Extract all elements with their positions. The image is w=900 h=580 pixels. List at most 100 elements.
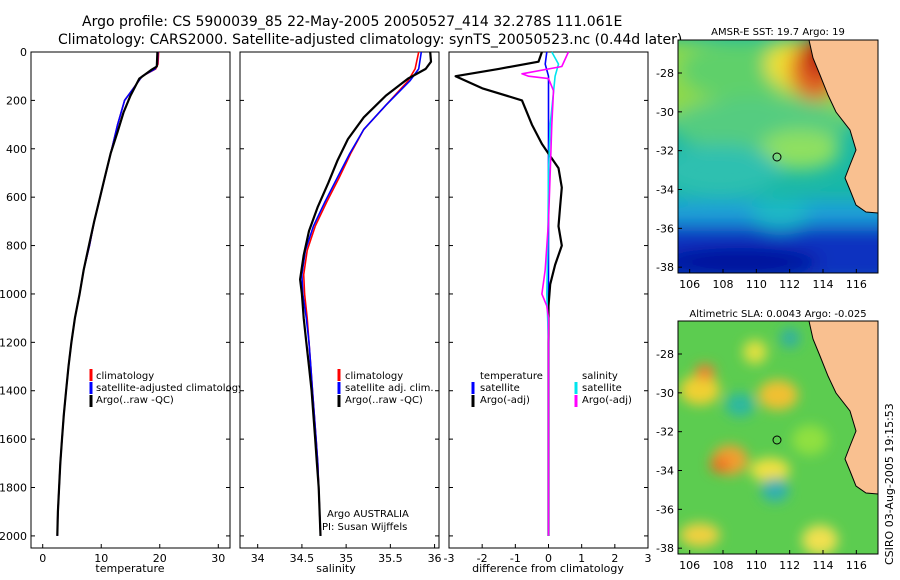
- x-tick-label: 0: [39, 552, 46, 565]
- x-tick-label: 35: [339, 552, 353, 565]
- series-line: [521, 51, 570, 536]
- series-line: [454, 51, 563, 536]
- map-y-tick-label: -36: [656, 503, 674, 516]
- sst-map-panel: AMSR-E SST: 19.7 Argo: 19 106 108 110 112: [656, 27, 879, 291]
- map-x-tick-label: 106: [679, 278, 700, 291]
- sla-map-x-ticks: 106 108 110 112 114 116: [679, 550, 867, 572]
- temperature-axes-box: [30, 51, 231, 549]
- legend-label-satellite: satellite adj. clim.: [345, 383, 434, 394]
- x-tick-label: 1: [578, 552, 585, 565]
- map-x-tick-label: 112: [779, 559, 800, 572]
- legend-label-sal-satellite: satellite: [582, 383, 622, 394]
- map-y-tick-label: -28: [656, 348, 674, 361]
- map-x-tick-label: 116: [846, 278, 867, 291]
- x-tick-label: 34.5: [290, 552, 315, 565]
- y-tick-label: 400: [6, 143, 27, 156]
- x-tick-label: 2: [611, 552, 618, 565]
- map-x-tick-label: 108: [713, 559, 734, 572]
- temperature-panel: 0 10 20 30 0 200 400 600 800 1000 1200 1400 1600 180…: [0, 46, 244, 575]
- salinity-axes-box: [239, 51, 440, 549]
- sst-map-image: [678, 40, 878, 273]
- map-x-tick-label: 112: [779, 278, 800, 291]
- temperature-x-ticks: 0 10 20 30: [31, 51, 230, 565]
- salinity-x-ticks: 34 34.5 35 35.5 36: [240, 51, 442, 565]
- map-y-tick-label: -38: [656, 542, 674, 555]
- difference-x-label: difference from climatology: [472, 562, 624, 575]
- map-y-tick-label: -34: [656, 184, 674, 197]
- map-x-tick-label: 106: [679, 559, 700, 572]
- sst-map-land: [808, 40, 878, 214]
- sst-map-frame: [677, 39, 879, 274]
- map-y-tick-label: -36: [656, 222, 674, 235]
- y-tick-label: 1400: [0, 385, 27, 398]
- y-tick-label: 1600: [0, 433, 27, 446]
- legend-label-argo: Argo(..raw -QC): [345, 395, 423, 406]
- map-y-tick-label: -34: [656, 465, 674, 478]
- map-x-tick-label: 114: [813, 559, 834, 572]
- sst-map-title: AMSR-E SST: 19.7 Argo: 19: [711, 27, 845, 38]
- y-tick-label: 1800: [0, 482, 27, 495]
- salinity-legend: climatology satellite adj. clim. Argo(..…: [337, 369, 434, 407]
- difference-x-ticks: -3 -2 -1 0 1 2 3: [444, 51, 652, 565]
- x-tick-label: 20: [153, 552, 167, 565]
- salinity-lines: [299, 51, 433, 536]
- map-x-tick-label: 110: [746, 559, 767, 572]
- sla-map-image: [678, 321, 878, 554]
- salinity-x-label: salinity: [316, 562, 356, 575]
- y-tick-label: 800: [6, 240, 27, 253]
- x-tick-label: -3: [444, 552, 455, 565]
- map-y-tick-label: -28: [656, 67, 674, 80]
- map-y-tick-label: -32: [656, 145, 674, 158]
- sla-map-panel: Altimetric SLA: 0.0043 Argo: -0.025: [656, 309, 879, 572]
- credit-line1: Argo AUSTRALIA: [327, 509, 409, 520]
- map-y-tick-label: -32: [656, 426, 674, 439]
- map-x-tick-label: 114: [813, 278, 834, 291]
- x-tick-label: -2: [477, 552, 488, 565]
- legend-header-salinity: salinity: [582, 371, 618, 382]
- map-x-tick-label: 116: [846, 559, 867, 572]
- sla-map-y-ticks: -28 -30 -32 -34 -36 -38: [656, 348, 682, 555]
- figure-title-line1: Argo profile: CS 5900039_85 22-May-2005 …: [82, 14, 622, 30]
- series-line: [299, 51, 433, 536]
- sla-map-land: [808, 321, 878, 495]
- legend-header-temperature: temperature: [480, 371, 543, 382]
- map-x-tick-label: 108: [713, 278, 734, 291]
- difference-panel: -3 -2 -1 0 1 2 3 difference from climatology t…: [444, 51, 652, 575]
- legend-label-climatology: climatology: [345, 371, 403, 382]
- x-tick-label: 36: [428, 552, 442, 565]
- x-tick-label: 10: [94, 552, 108, 565]
- legend-label-satellite: satellite-adjusted climatology: [96, 383, 244, 394]
- difference-lines: [454, 51, 570, 536]
- y-tick-label: 2000: [0, 530, 27, 543]
- sst-map-x-ticks: 106 108 110 112 114 116: [679, 269, 867, 291]
- map-y-tick-label: -38: [656, 261, 674, 274]
- sla-map-frame: [677, 320, 879, 555]
- figure-title-line2: Climatology: CARS2000. Satellite-adjuste…: [58, 32, 682, 48]
- argo-float-marker: [772, 435, 782, 445]
- legend-label-temp-satellite: satellite: [480, 383, 520, 394]
- legend-label-temp-argo: Argo(-adj): [480, 395, 530, 406]
- y-tick-label: 200: [6, 94, 27, 107]
- sla-map-title: Altimetric SLA: 0.0043 Argo: -0.025: [689, 309, 866, 320]
- temperature-lines: [56, 51, 160, 536]
- x-tick-label: -1: [510, 552, 521, 565]
- map-x-tick-label: 110: [746, 278, 767, 291]
- map-y-tick-label: -30: [656, 387, 674, 400]
- map-y-tick-label: -30: [656, 106, 674, 119]
- timestamp-stamp: CSIRO 03-Aug-2005 19:15:53: [883, 403, 896, 565]
- temperature-legend: climatology satellite-adjusted climatolo…: [89, 369, 244, 407]
- y-tick-label: 1000: [0, 288, 27, 301]
- x-tick-label: 34: [251, 552, 265, 565]
- temperature-x-label: temperature: [95, 562, 164, 575]
- y-tick-label: 0: [20, 46, 27, 59]
- x-tick-label: 30: [211, 552, 225, 565]
- temperature-y-ticks: 0 200 400 600 800 1000 1200 1400 1600 1800 2000: [0, 46, 27, 543]
- x-tick-label: 3: [645, 552, 652, 565]
- series-line: [56, 51, 159, 536]
- difference-legend: temperature satellite Argo(-adj) salinit…: [471, 371, 632, 407]
- legend-label-climatology: climatology: [96, 371, 154, 382]
- y-tick-label: 600: [6, 191, 27, 204]
- y-tick-label: 1200: [0, 336, 27, 349]
- credit-line2: PI: Susan Wijffels: [322, 522, 407, 533]
- legend-label-argo: Argo(..raw -QC): [96, 395, 174, 406]
